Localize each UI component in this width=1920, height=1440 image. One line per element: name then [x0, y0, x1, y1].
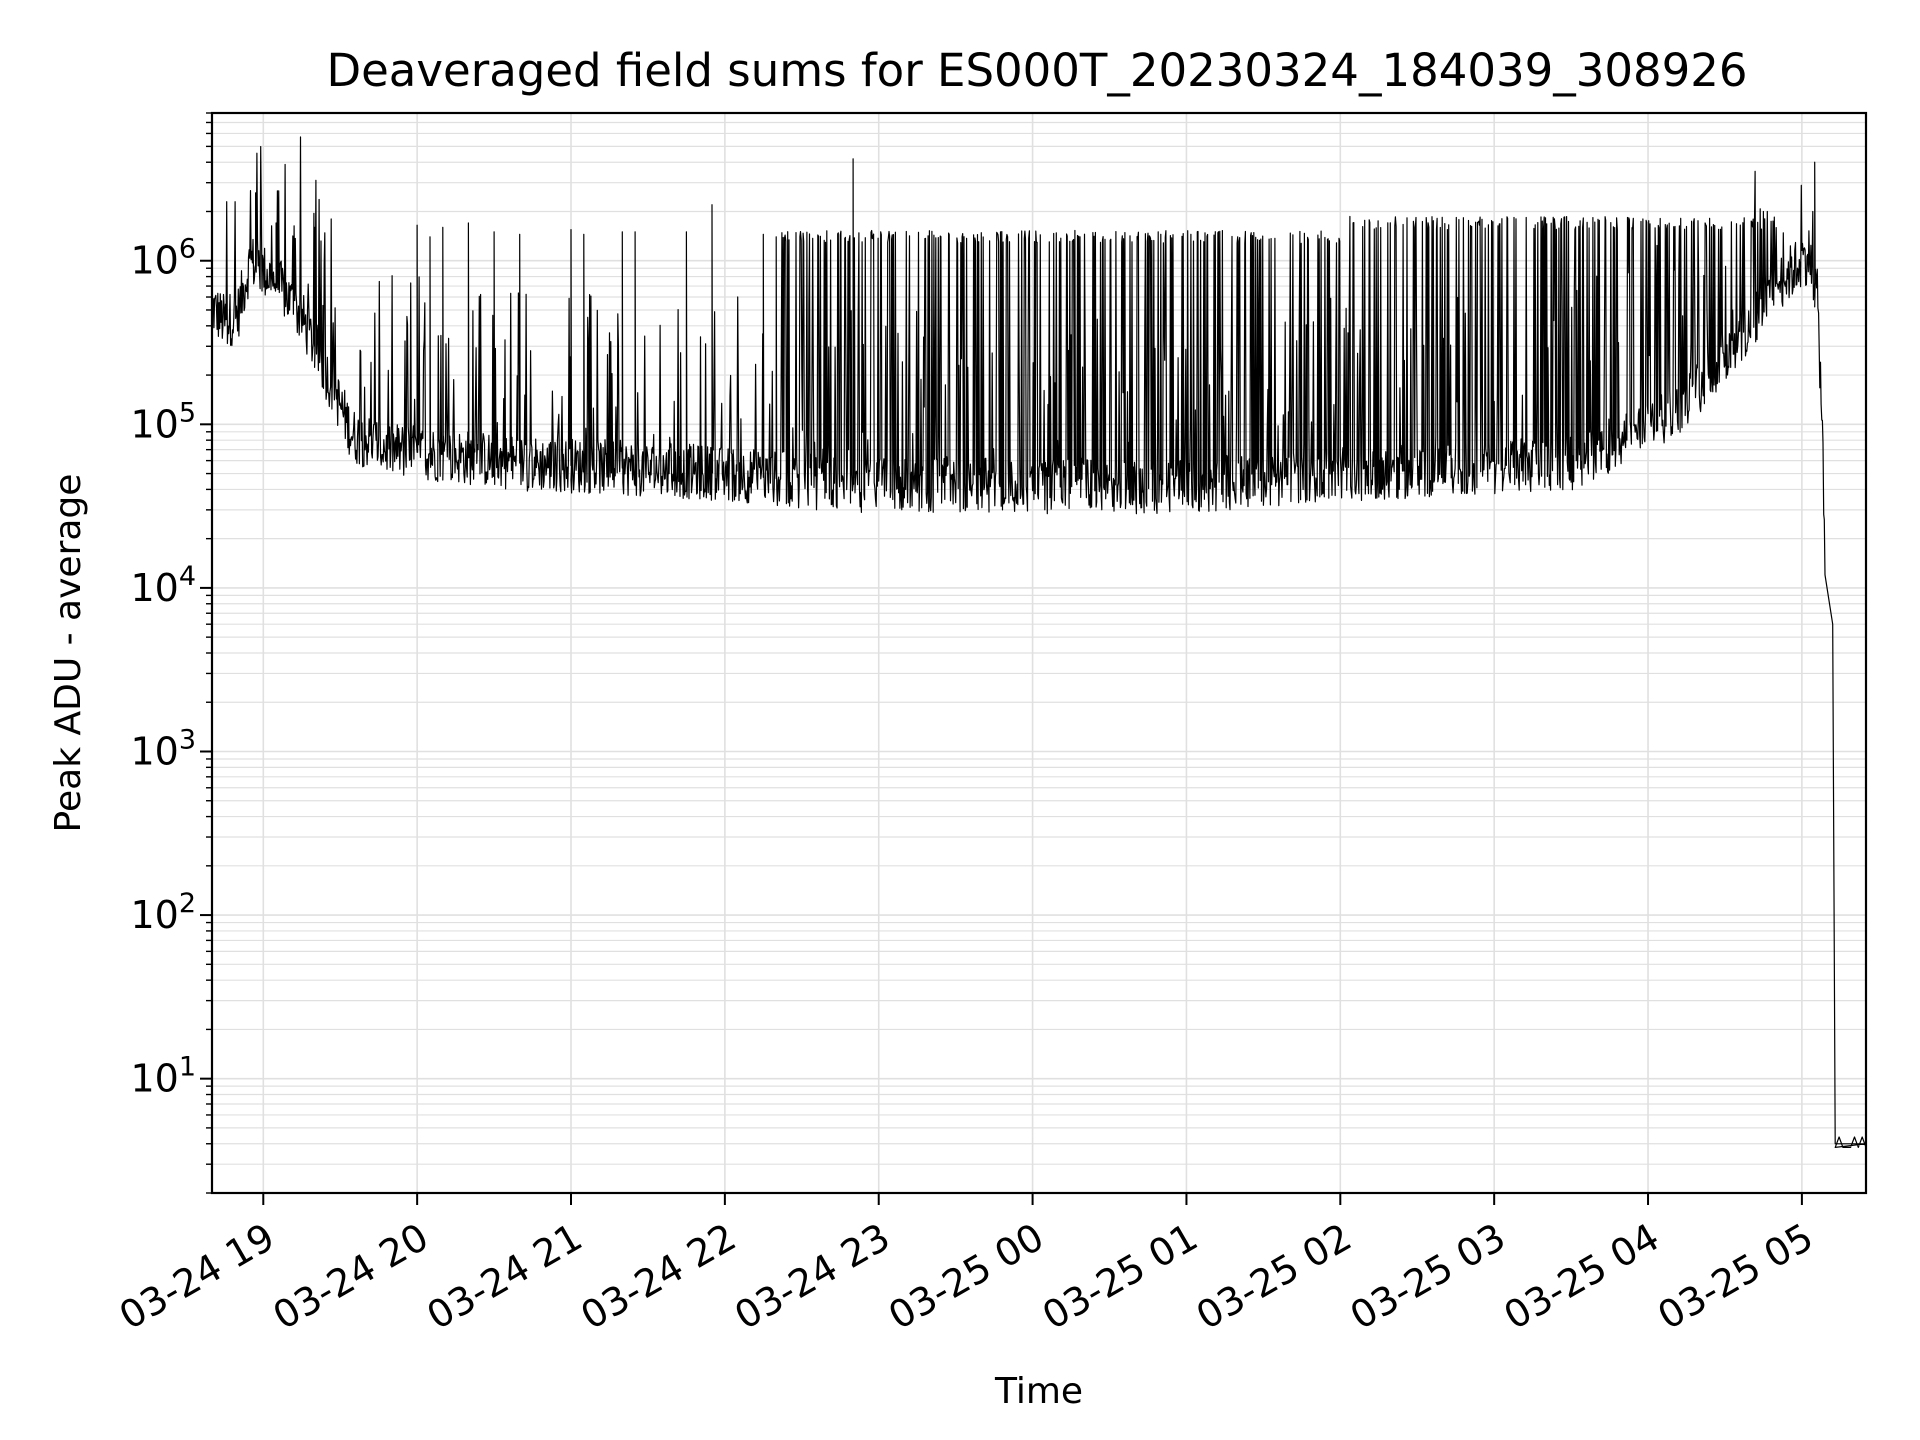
y-tick-label-exponent: 4	[179, 561, 196, 592]
y-tick-label-base: 10	[130, 1057, 178, 1101]
x-axis-label: Time	[994, 1371, 1083, 1412]
y-tick-label-base: 10	[130, 566, 178, 610]
y-tick-label-exponent: 6	[179, 234, 196, 265]
y-tick-label-base: 10	[130, 893, 178, 937]
y-tick-label-exponent: 2	[179, 888, 196, 919]
y-tick-label-base: 10	[130, 402, 178, 446]
chart: Deaveraged field sums for ES000T_2023032…	[0, 0, 1920, 1440]
y-tick-label-exponent: 5	[179, 397, 196, 428]
y-axis-label: Peak ADU - average	[48, 474, 89, 833]
y-tick-label-base: 10	[130, 729, 178, 773]
chart-title: Deaveraged field sums for ES000T_2023032…	[326, 44, 1747, 97]
y-tick-label-exponent: 1	[179, 1052, 196, 1083]
y-tick-label-exponent: 3	[179, 724, 196, 755]
y-tick-label-base: 10	[130, 239, 178, 283]
